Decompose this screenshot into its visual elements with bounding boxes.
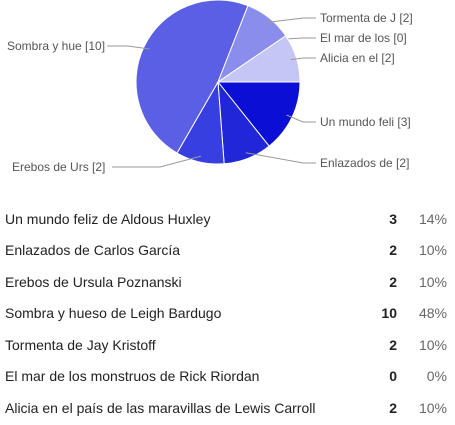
row-label: Alicia en el país de las maravillas de L… bbox=[5, 399, 316, 416]
row-label: Enlazados de Carlos García bbox=[5, 242, 181, 259]
pie-slice bbox=[216, 35, 301, 83]
leader-line bbox=[245, 152, 316, 164]
row-count: 2 bbox=[389, 242, 397, 259]
slice-label: Erebos de Urs [2] bbox=[12, 160, 105, 174]
row-count: 10 bbox=[381, 305, 397, 322]
table-row: El mar de los monstruos de Rick Riordan … bbox=[0, 361, 455, 393]
pie-slice bbox=[135, 0, 249, 154]
row-label: Tormenta de Jay Kristoff bbox=[5, 336, 156, 353]
table-row: Un mundo feliz de Aldous Huxley 3 14% bbox=[0, 203, 455, 235]
slice-label: El mar de los [0] bbox=[320, 31, 407, 45]
row-label: El mar de los monstruos de Rick Riordan bbox=[5, 368, 260, 385]
leader-line bbox=[265, 17, 316, 24]
row-count: 2 bbox=[389, 336, 397, 353]
row-percent: 10% bbox=[418, 336, 447, 353]
row-count: 2 bbox=[389, 399, 397, 416]
slice-label: Tormenta de J [2] bbox=[320, 11, 413, 25]
row-percent: 0% bbox=[426, 368, 447, 385]
table-row: Alicia en el país de las maravillas de L… bbox=[0, 392, 455, 424]
leader-line bbox=[107, 45, 150, 50]
row-label: Un mundo feliz de Aldous Huxley bbox=[5, 210, 211, 227]
table-row: Enlazados de Carlos García 2 10% bbox=[0, 235, 455, 267]
row-percent: 48% bbox=[418, 305, 447, 322]
row-label: Sombra y hueso de Leigh Bardugo bbox=[5, 305, 222, 322]
slice-label: Un mundo feli [3] bbox=[320, 115, 411, 129]
table-row: Erebos de Ursula Poznanski 2 10% bbox=[0, 266, 455, 298]
slice-label: Alicia en el [2] bbox=[320, 51, 395, 65]
slice-label: Enlazados de [2] bbox=[320, 156, 409, 170]
row-count: 3 bbox=[389, 210, 397, 227]
results-table: Un mundo feliz de Aldous Huxley 3 14% En… bbox=[0, 203, 455, 424]
leader-line bbox=[286, 114, 316, 123]
row-percent: 14% bbox=[418, 210, 447, 227]
row-label: Erebos de Ursula Poznanski bbox=[5, 273, 182, 290]
row-count: 0 bbox=[389, 368, 397, 385]
row-percent: 10% bbox=[418, 242, 447, 259]
leader-line bbox=[112, 155, 202, 168]
leader-line bbox=[290, 57, 316, 61]
slice-label: Sombra y hue [10] bbox=[7, 39, 105, 53]
row-count: 2 bbox=[389, 273, 397, 290]
table-row: Tormenta de Jay Kristoff 2 10% bbox=[0, 329, 455, 361]
row-percent: 10% bbox=[418, 273, 447, 290]
row-percent: 10% bbox=[418, 399, 447, 416]
pie-chart: Un mundo feli [3] Enlazados de [2] Erebos … bbox=[7, 0, 413, 174]
table-row: Sombra y hueso de Leigh Bardugo 10 48% bbox=[0, 298, 455, 330]
